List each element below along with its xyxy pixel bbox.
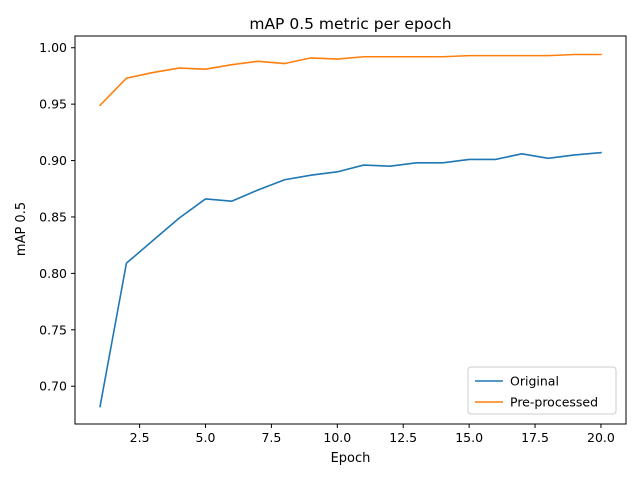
x-tick-label: 17.5	[521, 430, 549, 445]
y-axis-label: mAP 0.5	[14, 202, 29, 256]
x-axis-label: Epoch	[331, 451, 371, 466]
x-tick-label: 10.0	[323, 430, 351, 445]
y-tick-label: 0.80	[39, 266, 67, 281]
legend-label-0: Original	[510, 374, 559, 389]
y-tick-label: 0.85	[39, 209, 67, 224]
legend-box	[467, 366, 617, 415]
y-tick-label: 0.95	[39, 97, 67, 112]
axes-frame	[74, 35, 627, 425]
y-tick-label: 0.90	[39, 153, 67, 168]
y-tick-label: 1.00	[39, 40, 67, 55]
series-line-0	[99, 151, 602, 408]
y-tick-label: 0.70	[39, 379, 67, 394]
x-tick-label: 2.5	[130, 430, 150, 445]
x-tick-label: 15.0	[455, 430, 483, 445]
x-tick-label: 20.0	[587, 430, 615, 445]
x-tick-label: 5.0	[196, 430, 216, 445]
x-tick-label: 12.5	[389, 430, 417, 445]
y-tick-label: 0.75	[39, 322, 67, 337]
x-tick-label: 7.5	[261, 430, 281, 445]
chart-title: mAP 0.5 metric per epoch	[249, 15, 451, 33]
series-line-1	[98, 53, 602, 107]
legend-label-1: Pre-processed	[510, 395, 598, 410]
plot-area: 2.5 5.0 7.5 10.0 12.5 15.0 17.5 20.0 0.70 0.75 0.8…	[39, 35, 627, 445]
